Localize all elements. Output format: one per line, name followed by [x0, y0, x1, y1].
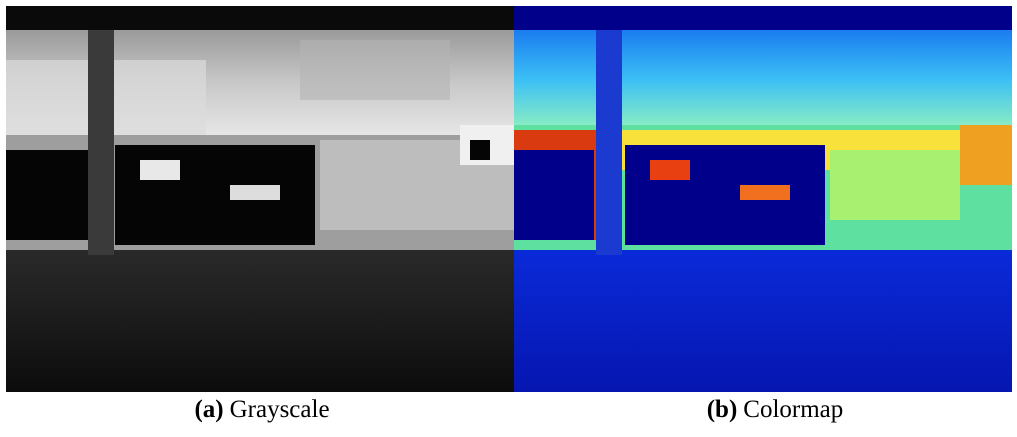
colormap-image [514, 6, 1012, 392]
caption-text: Grayscale [230, 396, 330, 423]
caption: (a) Grayscale [194, 396, 329, 424]
images [0, 0, 1017, 395]
caption-text: Colormap [743, 396, 843, 423]
caption-label: (a) [194, 396, 223, 423]
figure: (a) Grayscale (b)Colormap [0, 0, 1017, 437]
caption: (b)Colormap [707, 396, 844, 424]
caption-label: (b) [707, 396, 738, 423]
grayscale-image [6, 6, 514, 392]
